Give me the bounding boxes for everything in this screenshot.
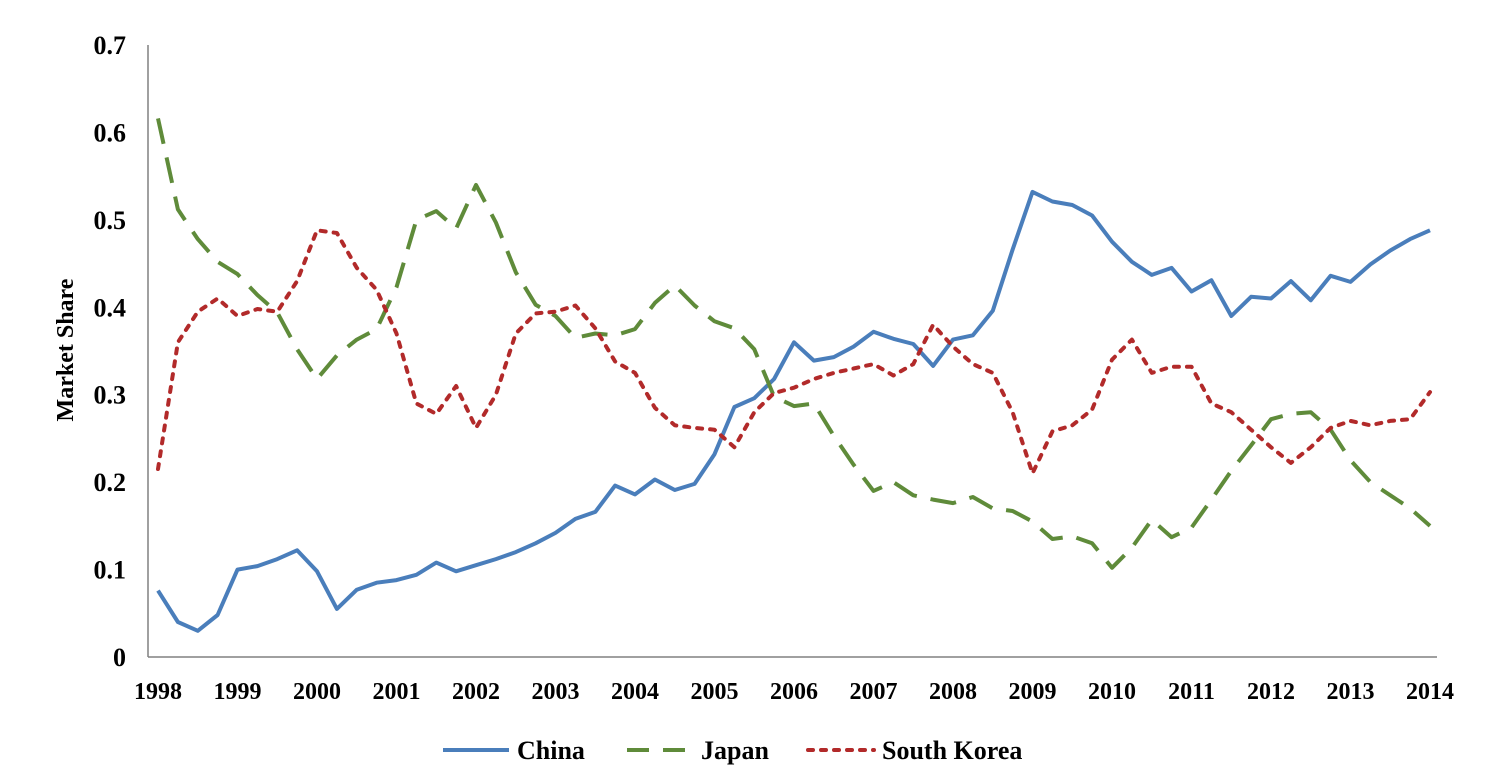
x-tick-label: 2000	[293, 679, 341, 705]
x-tick-label: 2013	[1327, 679, 1375, 705]
x-tick-label: 2002	[452, 679, 500, 705]
x-tick-label: 2009	[1009, 679, 1057, 705]
series-line-south-korea	[156, 228, 1432, 476]
x-tick-label: 2004	[611, 679, 659, 705]
x-tick-label: 2001	[373, 679, 421, 705]
plot-lines	[156, 117, 1432, 633]
x-tick-label: 2005	[691, 679, 739, 705]
x-tick-label: 2007	[850, 679, 898, 705]
x-tick-label: 2012	[1247, 679, 1295, 705]
y-tick-label: 0.6	[94, 118, 127, 147]
x-tick-label: 1998	[134, 679, 182, 705]
axes	[147, 45, 1437, 658]
y-tick-labels: 0 0.1 0.2 0.3 0.4 0.5 0.6 0.7	[94, 31, 127, 672]
y-tick-label: 0.4	[94, 293, 127, 322]
legend: China Japan South Korea	[443, 736, 1022, 765]
x-tick-label: 2014	[1406, 679, 1454, 705]
y-tick-label: 0.3	[94, 381, 127, 410]
series-line-china	[156, 189, 1431, 633]
x-tick-label: 1999	[214, 679, 262, 705]
legend-label-south-korea: South Korea	[882, 736, 1022, 765]
y-axis-label: Market Share	[53, 278, 79, 421]
legend-label-japan: Japan	[701, 736, 769, 765]
x-tick-label: 2010	[1088, 679, 1136, 705]
x-tick-label: 2003	[532, 679, 580, 705]
y-tick-label: 0.7	[94, 31, 127, 60]
y-tick-label: 0.1	[94, 556, 127, 585]
y-tick-label: 0.5	[94, 206, 127, 235]
series-line-japan	[156, 117, 1432, 570]
x-tick-label: 2008	[929, 679, 977, 705]
legend-label-china: China	[517, 736, 585, 765]
y-tick-label: 0	[113, 643, 126, 672]
x-tick-label: 2006	[770, 679, 818, 705]
x-tick-labels: 1998 1999 2000 2001 2002 2003 2004 2005 2006 2007…	[134, 679, 1454, 705]
y-tick-label: 0.2	[94, 468, 127, 497]
x-tick-label: 2011	[1168, 679, 1215, 705]
